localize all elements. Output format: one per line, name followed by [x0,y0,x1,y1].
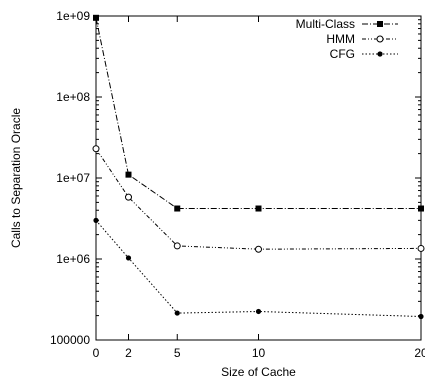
y-tick-label: 100000 [50,333,90,347]
data-point-hmm [92,145,100,153]
series-line-cfg [95,220,422,317]
y-tick-label: 1e+07 [56,171,90,185]
data-point-multi-class [418,205,424,212]
data-point-hmm [417,244,425,252]
legend-marker-hmm [376,35,384,43]
data-point-multi-class [93,14,99,21]
legend-label-hmm: HMM [326,32,355,46]
y-tick-label: 1e+08 [56,90,90,104]
data-point-cfg [93,217,99,223]
data-point-cfg [255,308,262,315]
legend-marker-multi-class [377,21,383,27]
data-point-cfg [125,255,132,261]
data-point-hmm [255,245,262,253]
data-point-cfg [174,310,180,316]
y-tick-label: 1e+06 [56,252,90,266]
legend-label-cfg: CFG [330,47,355,61]
data-point-hmm [125,193,132,201]
x-tick-label: 5 [174,346,181,360]
x-tick-label: 0 [93,346,100,360]
x-tick-label: 20 [414,346,425,360]
y-axis-label: Calls to Separation Oracle [9,108,23,248]
x-tick-label: 10 [252,346,266,360]
y-tick-label: 1e+09 [56,9,90,23]
x-axis-label: Size of Cache [221,365,296,379]
series-line-hmm [95,148,422,250]
data-point-multi-class [255,205,262,212]
data-point-multi-class [125,171,132,178]
x-tick-label: 2 [125,346,132,360]
legend-label-multi-class: Multi-Class [296,17,355,31]
data-point-cfg [418,313,424,320]
legend-marker-cfg [377,51,383,57]
data-point-hmm [173,242,181,250]
plot-frame [95,15,422,341]
data-point-multi-class [174,205,181,212]
series-line-multi-class [95,17,421,209]
